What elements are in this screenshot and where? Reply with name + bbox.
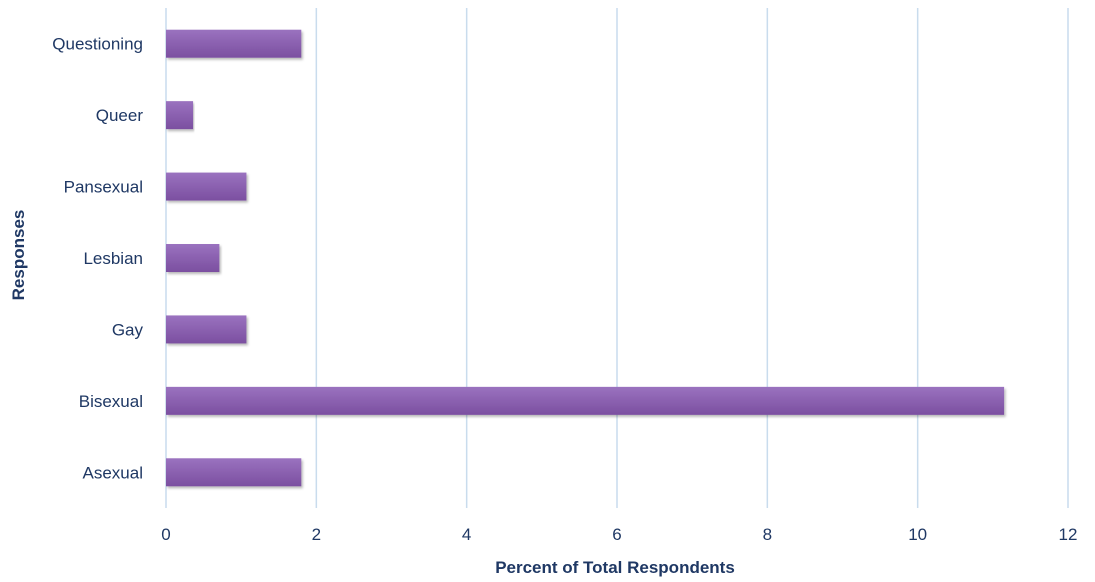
category-label-gay: Gay	[112, 320, 144, 339]
bars	[166, 29, 1005, 487]
x-tick-label-4: 4	[462, 525, 471, 544]
x-tick-label-8: 8	[763, 525, 772, 544]
category-labels: Asexual Bisexual Gay Lesbian Pansexual Queer Q…	[52, 35, 143, 483]
x-tick-label-6: 6	[612, 525, 621, 544]
x-tick-label-12: 12	[1059, 525, 1078, 544]
category-label-pansexual: Pansexual	[64, 178, 143, 197]
category-label-bisexual: Bisexual	[79, 392, 143, 411]
category-label-queer: Queer	[96, 106, 144, 125]
bar-queer	[166, 101, 194, 130]
x-tick-label-2: 2	[312, 525, 321, 544]
category-label-lesbian: Lesbian	[83, 249, 143, 268]
x-tick-label-10: 10	[908, 525, 927, 544]
bar-gay	[166, 315, 247, 344]
gridlines	[165, 8, 1069, 508]
bar-pansexual	[166, 172, 247, 201]
x-axis-title: Percent of Total Respondents	[495, 558, 735, 577]
bar-questioning	[166, 29, 302, 58]
y-axis-title: Responses	[9, 210, 28, 301]
bar-lesbian	[166, 244, 220, 272]
category-label-questioning: Questioning	[52, 35, 143, 54]
bar-asexual	[166, 458, 302, 487]
category-label-asexual: Asexual	[83, 463, 143, 482]
x-tick-labels: 0 2 4 6 8 10 12	[161, 525, 1077, 544]
bar-bisexual	[166, 386, 1005, 415]
x-tick-label-0: 0	[161, 525, 170, 544]
